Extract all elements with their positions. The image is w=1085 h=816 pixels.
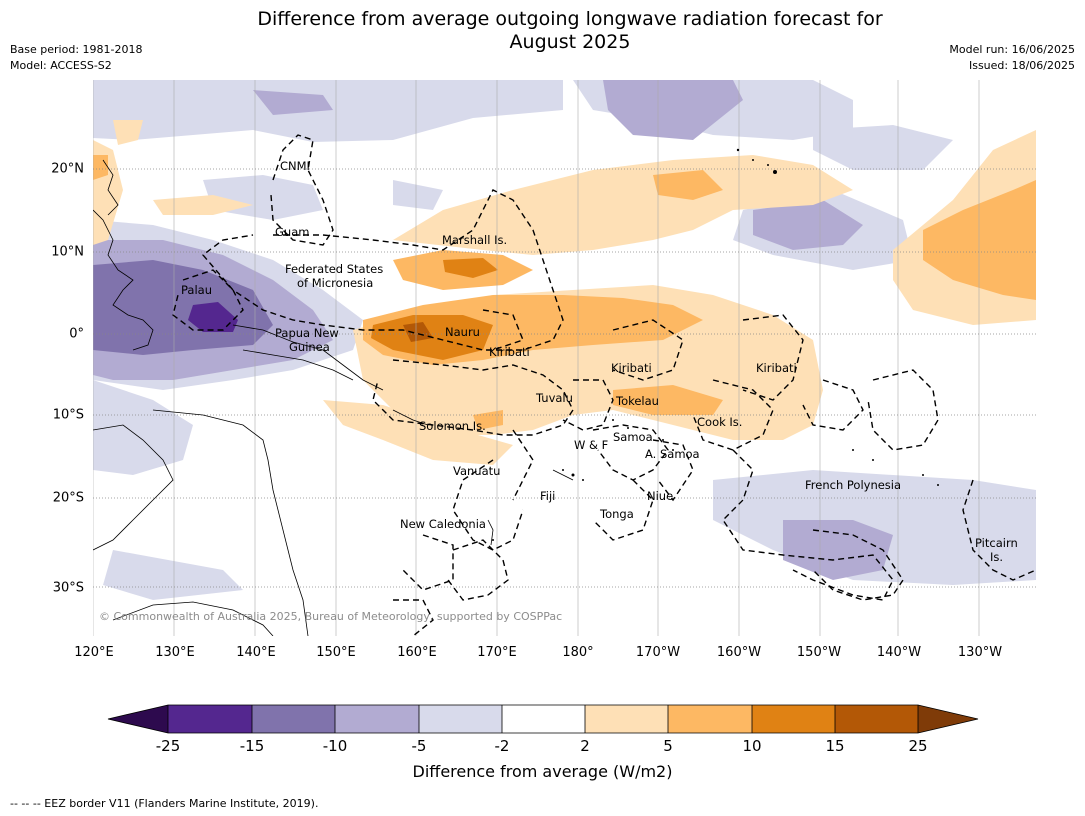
lon-label-160e: 160°E xyxy=(397,645,437,660)
lat-label-10s: 10°S xyxy=(52,407,84,423)
colorbar-segment-2 xyxy=(252,705,335,733)
issued-text: Issued: 18/06/2025 xyxy=(968,59,1075,72)
label-fiji: Fiji xyxy=(540,489,555,503)
label-kiribati-west: Kiribati xyxy=(489,345,530,359)
colorbar-tick-2: -15 xyxy=(239,737,265,755)
label-newcal: New Caledonia xyxy=(400,517,486,531)
eez-borders xyxy=(172,134,1036,636)
title-line-2: August 2025 xyxy=(509,31,631,53)
lon-label-180: 180° xyxy=(562,645,594,660)
anomaly-darkest-orange-region xyxy=(403,322,433,342)
lon-label-150w: 150°W xyxy=(796,645,842,660)
label-samoa: Samoa xyxy=(613,430,653,444)
lon-label-130w: 130°W xyxy=(957,645,1003,660)
colorbar-tick-1: -25 xyxy=(155,737,181,755)
colorbar-tick-7: 5 xyxy=(663,737,673,755)
label-fsm-2: of Micronesia xyxy=(297,276,373,290)
colorbar-segment-8 xyxy=(752,705,835,733)
label-png-2: Guinea xyxy=(289,340,330,354)
eez-legend: -- -- -- EEZ border V11 (Flanders Marine… xyxy=(10,797,319,810)
lon-label-160w: 160°W xyxy=(716,645,762,660)
label-fsm-1: Federated States xyxy=(285,262,383,276)
label-solomon: Solomon Is. xyxy=(419,419,486,433)
copyright-notice: © Commonwealth of Australia 2025, Bureau… xyxy=(99,610,562,623)
colorbar xyxy=(107,704,979,734)
label-niue: Niue xyxy=(647,489,673,503)
colorbar-tick-5: -2 xyxy=(494,737,510,755)
island-dots xyxy=(492,148,939,541)
colorbar-tick-4: -5 xyxy=(411,737,427,755)
colorbar-tick-9: 15 xyxy=(825,737,845,755)
lat-label-0: 0° xyxy=(69,326,84,342)
title-line-1: Difference from average outgoing longwav… xyxy=(257,8,883,30)
latitude-lines xyxy=(93,168,1036,588)
lat-label-20n: 20°N xyxy=(51,161,84,177)
colorbar-segment-below-min xyxy=(108,705,168,733)
label-tuvalu: Tuvalu xyxy=(535,391,573,405)
colorbar-outline xyxy=(107,704,979,734)
label-kiribati-central: Kiribati xyxy=(611,361,652,375)
lat-label-10n: 10°N xyxy=(51,244,84,260)
colorbar-title: Difference from average (W/m2) xyxy=(412,762,673,781)
label-cook: Cook Is. xyxy=(697,415,742,429)
lat-label-20s: 20°S xyxy=(52,490,84,506)
model-run-text: Model run: 16/06/2025 xyxy=(949,43,1075,56)
lon-label-140e: 140°E xyxy=(236,645,276,660)
label-palau: Palau xyxy=(181,283,212,297)
label-wf: W & F xyxy=(574,438,608,452)
label-kiribati-east: Kiribati xyxy=(756,361,797,375)
map-graticule xyxy=(93,80,980,636)
label-tonga: Tonga xyxy=(599,507,634,521)
label-french-polynesia: French Polynesia xyxy=(805,478,901,492)
colorbar-segment-7 xyxy=(668,705,752,733)
lon-label-140w: 140°W xyxy=(876,645,922,660)
label-asamoa: A. Samoa xyxy=(645,447,700,461)
label-vanuatu: Vanuatu xyxy=(453,464,500,478)
anomaly-deepest-purple-region xyxy=(188,302,238,332)
colorbar-tick-8: 10 xyxy=(742,737,762,755)
model-text: Model: ACCESS-S2 xyxy=(10,59,112,72)
lon-label-170w: 170°W xyxy=(635,645,681,660)
colorbar-tick-3: -10 xyxy=(322,737,348,755)
colorbar-segment-4 xyxy=(419,705,502,733)
chart-title: Difference from average outgoing longwav… xyxy=(0,8,1085,54)
label-nauru: Nauru xyxy=(445,325,480,339)
label-pitcairn-1: Pitcairn xyxy=(975,536,1018,550)
label-tokelau: Tokelau xyxy=(615,394,659,408)
lon-label-150e: 150°E xyxy=(316,645,356,660)
colorbar-tick-6: 2 xyxy=(580,737,590,755)
colorbar-segment-1 xyxy=(168,705,252,733)
colorbar-segment-9 xyxy=(835,705,918,733)
meta-left: Base period: 1981-2018 Model: ACCESS-S2 xyxy=(10,42,142,74)
lon-label-170e: 170°E xyxy=(477,645,517,660)
anomaly-map: CNMI Guam Federated States of Micronesia… xyxy=(93,80,1036,636)
base-period-text: Base period: 1981-2018 xyxy=(10,43,143,56)
colorbar-segment-3 xyxy=(335,705,419,733)
place-labels: CNMI Guam Federated States of Micronesia… xyxy=(181,159,1018,564)
lon-label-120e: 120°E xyxy=(74,645,114,660)
label-marshall: Marshall Is. xyxy=(442,233,507,247)
colorbar-segment-6 xyxy=(585,705,668,733)
lon-label-130e: 130°E xyxy=(155,645,195,660)
coastlines xyxy=(93,159,574,636)
label-cnmi: CNMI xyxy=(280,159,310,173)
colorbar-segment-5 xyxy=(502,705,585,733)
meta-right: Model run: 16/06/2025 Issued: 18/06/2025 xyxy=(949,42,1075,74)
lat-label-30s: 30°S xyxy=(52,580,84,596)
label-pitcairn-2: Is. xyxy=(990,550,1003,564)
colorbar-segment-above-max xyxy=(918,705,978,733)
colorbar-tick-10: 25 xyxy=(908,737,928,755)
label-guam: Guam xyxy=(275,225,309,239)
label-png-1: Papua New xyxy=(275,326,339,340)
